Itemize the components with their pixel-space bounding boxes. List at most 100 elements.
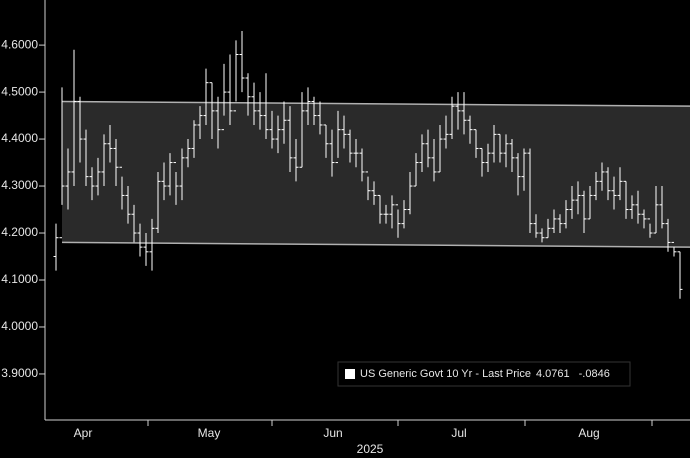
ohlc-bar — [77, 96, 83, 163]
ohlc-bar — [203, 68, 209, 125]
ohlc-bar — [473, 129, 479, 158]
ohlc-bar — [677, 251, 683, 299]
ohlc-bar — [629, 195, 635, 219]
legend-part: 4.0761 — [536, 368, 570, 380]
ohlc-bar — [653, 186, 659, 234]
ohlc-bar — [353, 139, 359, 168]
ohlc-bar — [281, 101, 287, 144]
ohlc-bar — [71, 49, 77, 187]
legend-part: -.0846 — [579, 368, 610, 380]
ohlc-bar — [221, 63, 227, 131]
ohlc-bar — [407, 171, 413, 215]
ohlc-bar — [395, 204, 401, 238]
y-tick-label: 4.5000 — [1, 84, 38, 98]
ohlc-bar — [359, 148, 365, 182]
ohlc-bar — [299, 92, 305, 168]
ohlc-bar — [377, 194, 383, 224]
ohlc-bar — [335, 110, 341, 164]
ohlc-bar — [131, 204, 137, 243]
ohlc-bar — [371, 181, 377, 205]
channel-line — [61, 241, 690, 248]
ohlc-bar — [431, 139, 437, 182]
ohlc-bar — [581, 190, 587, 234]
ohlc-bar — [491, 124, 497, 163]
ohlc-bar — [617, 167, 623, 201]
ohlc-bar — [509, 139, 515, 172]
ohlc-bar — [311, 96, 317, 125]
ohlc-bar — [425, 129, 431, 168]
ohlc-bar — [347, 129, 353, 163]
ohlc-bar — [515, 153, 521, 196]
y-tick-label: 3.9000 — [1, 366, 38, 380]
channel-line — [61, 100, 690, 107]
ohlc-bar — [461, 92, 467, 135]
ohlc-bar — [287, 106, 293, 172]
ohlc-bar — [275, 115, 281, 154]
ohlc-bar — [545, 218, 551, 239]
legend-text: US Generic Govt 10 Yr - Last Price 4.0761… — [360, 368, 610, 380]
ohlc-bar — [413, 153, 419, 187]
ohlc-bar — [599, 162, 605, 191]
ohlc-bar — [503, 134, 509, 168]
ohlc-bar — [521, 148, 527, 191]
ohlc-bar — [563, 200, 569, 229]
ohlc-bar — [497, 133, 503, 163]
ohlc-bar — [53, 223, 59, 271]
y-tick-label: 4.2000 — [1, 225, 38, 239]
ohlc-bar — [641, 209, 647, 229]
ohlc-bar — [443, 115, 449, 149]
ohlc-bar — [383, 204, 389, 224]
ohlc-bar — [149, 218, 155, 271]
ohlc-bar — [191, 120, 197, 158]
ohlc-bar — [155, 171, 161, 234]
y-tick-label: 4.3000 — [1, 178, 38, 192]
ohlc-bar — [365, 171, 371, 201]
ohlc-bar — [119, 166, 125, 210]
ohlc-bar — [419, 134, 425, 172]
ohlc-bar — [185, 139, 191, 168]
ohlc-bar — [143, 233, 149, 266]
ohlc-bar — [167, 153, 173, 196]
ohlc-bar — [305, 87, 311, 125]
ohlc-bar — [257, 92, 263, 130]
ohlc-bar — [569, 186, 575, 219]
ohlc-bar — [593, 171, 599, 201]
ohlc-bar — [233, 40, 239, 112]
x-tick-label: Jun — [323, 426, 342, 440]
x-tick-label: May — [198, 426, 221, 440]
ohlc-bar — [605, 167, 611, 201]
ohlc-bar — [527, 148, 533, 234]
ohlc-bar — [533, 214, 539, 238]
ohlc-bar — [245, 73, 251, 116]
ohlc-bar — [89, 167, 95, 201]
ohlc-bar — [341, 115, 347, 149]
x-year-label: 2025 — [357, 442, 384, 456]
y-tick-label: 4.6000 — [1, 37, 38, 51]
legend-part: US Generic Govt 10 Yr - Last Price — [360, 368, 531, 380]
ohlc-bar — [401, 200, 407, 229]
ohlc-bar — [551, 209, 557, 234]
ohlc-bar — [587, 186, 593, 220]
ohlc-bar — [269, 110, 275, 149]
x-tick-label: Aug — [578, 426, 599, 440]
ohlc-bar — [197, 106, 203, 140]
ohlc-bar — [467, 115, 473, 144]
ohlc-bar — [449, 96, 455, 140]
ohlc-bar — [209, 82, 215, 140]
ohlc-bar — [293, 139, 299, 182]
ohlc-bar — [455, 92, 461, 130]
ohlc-bar — [101, 134, 107, 187]
ohlc-bar — [83, 129, 89, 187]
ohlc-bar — [671, 241, 677, 257]
y-tick-label: 4.4000 — [1, 131, 38, 145]
ohlc-bar — [557, 214, 563, 234]
ohlc-bar — [485, 143, 491, 172]
ohlc-bar — [575, 181, 581, 215]
ohlc-bar — [437, 124, 443, 173]
ohlc-bar — [329, 129, 335, 177]
ohlc-bar — [539, 228, 545, 243]
ohlc-bar — [125, 186, 131, 224]
ohlc-bar — [137, 223, 143, 257]
